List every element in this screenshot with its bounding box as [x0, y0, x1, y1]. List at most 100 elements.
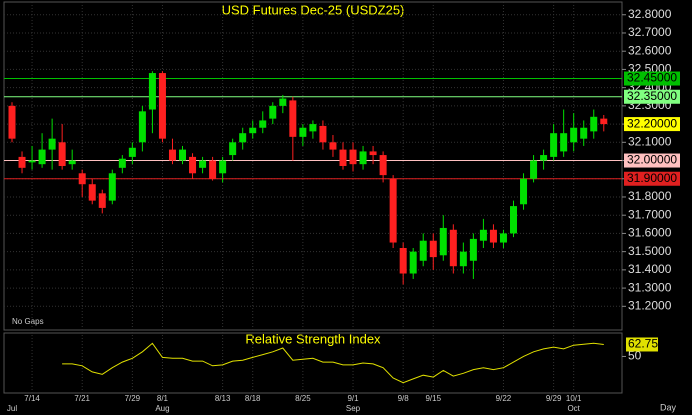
candle-body [520, 178, 528, 205]
y-tick-label: 31.6000 [628, 226, 672, 240]
candle-body [339, 149, 347, 166]
candle-body [239, 133, 247, 143]
x-tick-label: 8/13 [215, 394, 231, 403]
candle-body [369, 151, 377, 156]
candle-body [158, 73, 166, 139]
candle-body [259, 120, 267, 128]
chart-title: USD Futures Dec-25 (USDZ25) [222, 2, 405, 17]
candle-body [88, 184, 96, 201]
last-price-label: 32.20000 [627, 116, 677, 130]
level-tag [624, 71, 680, 86]
y-tick-label: 31.8000 [628, 189, 672, 203]
level-tag [624, 153, 680, 168]
candle-body [199, 160, 207, 168]
candle-body [249, 127, 257, 134]
candle-body [319, 125, 327, 143]
candle-body [269, 105, 277, 119]
x-tick-label: 8/1 [157, 394, 169, 403]
y-tick-label: 31.5000 [628, 244, 672, 258]
x-tick-label: 9/29 [546, 394, 562, 403]
candle-body [209, 160, 217, 179]
candle-body [389, 178, 397, 243]
candle-body [309, 124, 317, 132]
level-label: 32.00000 [627, 153, 677, 167]
candle-body [78, 173, 86, 185]
candle-body [18, 156, 26, 168]
x-tick-label: 10/1 [566, 394, 582, 403]
candle-body [28, 160, 36, 163]
candle-body [590, 116, 598, 132]
y-tick-label: 31.3000 [628, 280, 672, 294]
rsi-panel [3, 332, 623, 394]
rsi-line [62, 342, 604, 384]
candle-body [189, 156, 197, 174]
candle-body [8, 105, 16, 139]
candle-body [510, 206, 517, 234]
candle-body [530, 160, 538, 179]
x-axis-label: Day [660, 402, 677, 412]
candle-body [479, 229, 487, 241]
candle-body [499, 233, 507, 243]
last-value-tag [626, 337, 658, 352]
candle-body [219, 160, 227, 174]
candle-body [600, 118, 608, 125]
candle-body [48, 138, 56, 150]
x-tick-label: 7/14 [24, 394, 40, 403]
candle-body [560, 133, 568, 152]
x-tick-label: 9/8 [398, 394, 410, 403]
candle-body [399, 248, 407, 274]
candle-body [118, 158, 126, 168]
candle-body [168, 149, 176, 161]
candle-body [229, 142, 237, 156]
level-tag [624, 171, 680, 186]
candle-body [58, 142, 66, 166]
candle-body [68, 160, 76, 165]
candle-body [128, 147, 136, 157]
annotation: No Gaps [12, 317, 44, 326]
x-tick-label: 9/15 [425, 394, 441, 403]
x-month-label: Oct [567, 404, 580, 413]
candle-body [329, 142, 337, 150]
candle-body [299, 127, 307, 137]
level-label: 32.45000 [627, 71, 677, 85]
candle-body [108, 173, 116, 201]
y-tick-label: 31.4000 [628, 262, 672, 276]
y-tick-label: 31.7000 [628, 207, 672, 221]
x-tick-label: 7/21 [74, 394, 90, 403]
last-value-label: 62.75 [628, 337, 658, 351]
candle-body [469, 238, 477, 261]
y-tick-label: 32.7000 [628, 25, 672, 39]
candle-body [38, 149, 46, 165]
candle-body [580, 127, 588, 139]
candle-body [449, 229, 457, 267]
level-label: 31.90000 [627, 171, 677, 185]
x-month-label: Aug [155, 404, 169, 413]
last-price-tag [624, 117, 680, 132]
candle-body [459, 251, 467, 267]
level-tag [624, 89, 680, 104]
candle-body [98, 193, 106, 208]
y-tick-label: 32.8000 [628, 7, 672, 21]
x-tick-label: 9/22 [496, 394, 512, 403]
candle-body [489, 229, 497, 243]
y-tick-label: 50 [628, 349, 642, 363]
price-panel [3, 1, 623, 331]
candle-body [550, 133, 558, 157]
candle-body [289, 100, 297, 137]
candle-body [379, 155, 387, 176]
x-tick-label: 8/25 [295, 394, 311, 403]
candle-body [570, 127, 578, 143]
candle-body [148, 73, 156, 110]
y-tick-label: 31.2000 [628, 298, 672, 312]
candle-body [349, 149, 357, 165]
candle-body [138, 111, 146, 143]
candle-body [439, 227, 447, 256]
x-tick-label: 7/29 [125, 394, 141, 403]
x-tick-label: 9/1 [347, 394, 359, 403]
y-tick-label: 32.1000 [628, 134, 672, 148]
level-label: 32.35000 [627, 89, 677, 103]
x-month-label: Sep [346, 404, 361, 413]
x-month-label: Jul [7, 404, 17, 413]
candle-body [540, 155, 548, 161]
